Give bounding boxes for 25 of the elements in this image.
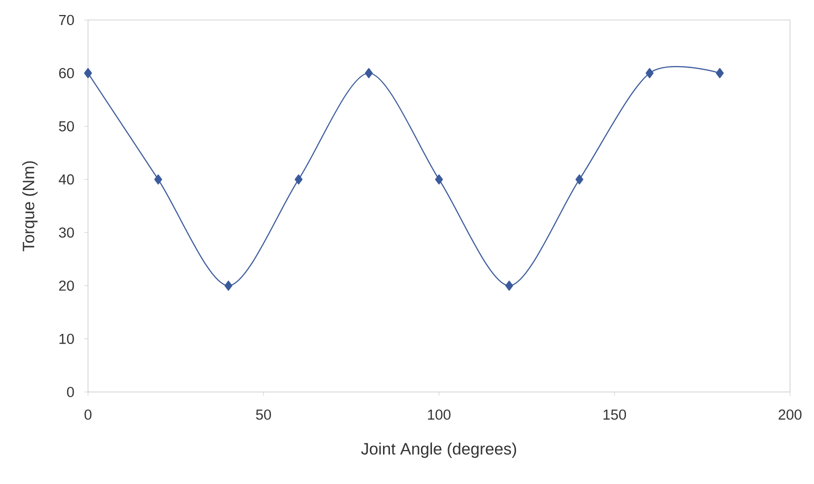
y-axis-title: Torque (Nm) xyxy=(22,161,38,252)
x-axis-title: Joint Angle (degrees) xyxy=(361,442,516,458)
point xyxy=(224,280,232,291)
y-tick-label: 0 xyxy=(67,386,74,398)
x-tick-label: 200 xyxy=(778,410,802,420)
point xyxy=(294,174,303,184)
y-tick-label: 10 xyxy=(60,334,74,344)
point xyxy=(84,68,92,78)
point xyxy=(716,68,724,78)
x-tick-label: 50 xyxy=(256,410,271,420)
point xyxy=(505,280,514,291)
y-tick-label: 20 xyxy=(59,280,74,291)
x-tick-label: 150 xyxy=(604,410,626,420)
point xyxy=(435,174,443,184)
y-tick-label: 40 xyxy=(58,174,74,185)
point xyxy=(154,174,162,184)
x-tick-label: 100 xyxy=(428,410,450,420)
y-tick-label: 30 xyxy=(58,227,74,238)
y-tick-label: 50 xyxy=(59,121,74,132)
x-tick-label: 0 xyxy=(84,410,92,420)
point xyxy=(575,174,584,184)
y-tick-label: 60 xyxy=(59,68,74,78)
point xyxy=(364,68,373,78)
point xyxy=(646,68,654,78)
y-tick-label: 70 xyxy=(59,14,74,26)
